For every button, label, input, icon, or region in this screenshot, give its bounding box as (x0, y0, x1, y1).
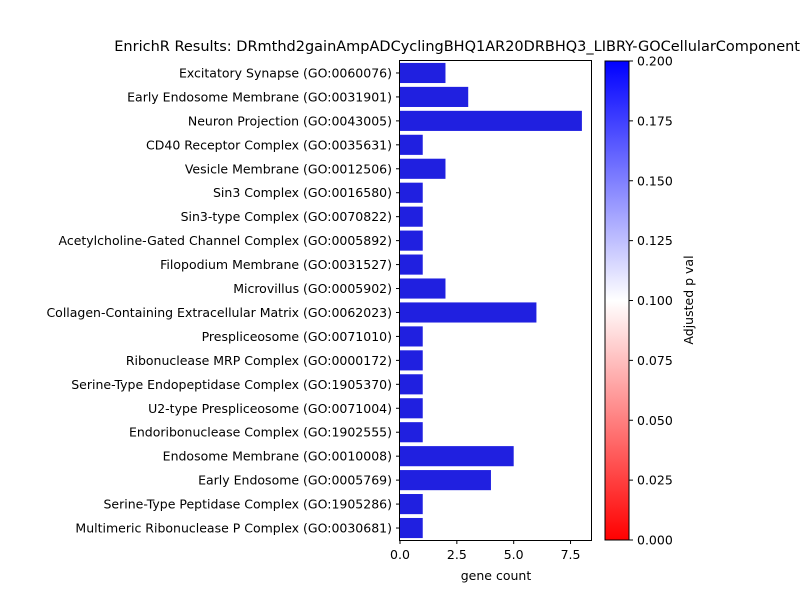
bar (400, 494, 423, 515)
colorbar-tick-label: 0.175 (637, 113, 673, 128)
bar (400, 134, 423, 155)
bar (400, 278, 446, 299)
x-axis-ticks: 0.0 2.5 5.0 7.5 (390, 540, 580, 562)
category-label: Multimeric Ribonuclease P Complex (GO:00… (75, 521, 392, 536)
colorbar-label: Adjusted p val (681, 255, 696, 344)
bar (400, 182, 423, 203)
category-label: Endosome Membrane (GO:0010008) (163, 449, 392, 464)
chart-title: EnrichR Results: DRmthd2gainAmpADCycling… (114, 39, 800, 55)
category-label: CD40 Receptor Complex (GO:0035631) (146, 137, 392, 152)
colorbar-tick-label: 0.025 (637, 473, 673, 488)
bar (400, 446, 514, 467)
bar (400, 517, 423, 539)
bar (400, 110, 582, 131)
category-label: Collagen-Containing Extracellular Matrix… (46, 305, 392, 320)
category-label: Ribonuclease MRP Complex (GO:0000172) (126, 353, 392, 368)
category-label: Excitatory Synapse (GO:0060076) (179, 65, 392, 80)
category-label: Microvillus (GO:0005902) (233, 281, 392, 296)
colorbar-tick-label: 0.000 (637, 533, 673, 548)
bar (400, 62, 446, 84)
x-tick-label: 5.0 (504, 547, 524, 562)
bar (400, 326, 423, 347)
colorbar (604, 60, 630, 541)
category-label: Acetylcholine-Gated Channel Complex (GO:… (58, 233, 392, 248)
bar (400, 254, 423, 275)
colorbar-tick-label: 0.125 (637, 233, 673, 248)
x-tick-label: 2.5 (447, 547, 467, 562)
colorbar-tick-label: 0.075 (637, 353, 673, 368)
bar (400, 422, 423, 443)
bar (400, 398, 423, 419)
category-label: Early Endosome Membrane (GO:0031901) (127, 89, 392, 104)
bar (400, 374, 423, 395)
category-label: Filopodium Membrane (GO:0031527) (160, 257, 392, 272)
bar (400, 350, 423, 371)
colorbar-tick-label: 0.100 (637, 293, 673, 308)
bar (400, 86, 469, 107)
category-label: Neuron Projection (GO:0043005) (188, 113, 392, 128)
category-label: Sin3-type Complex (GO:0070822) (181, 209, 392, 224)
x-tick-label: 7.5 (561, 547, 581, 562)
bar (400, 230, 423, 251)
bar (400, 158, 446, 179)
category-label: Endoribonuclease Complex (GO:1902555) (129, 425, 392, 440)
colorbar-ticks: 0.000 0.025 0.050 0.075 0.100 0.125 0.150 0.175… (629, 54, 673, 548)
colorbar-tick-label: 0.200 (637, 54, 673, 69)
bar (400, 470, 491, 491)
category-label: Sin3 Complex (GO:0016580) (213, 185, 392, 200)
colorbar-tick-label: 0.050 (637, 413, 673, 428)
bar (400, 206, 423, 227)
category-label: Early Endosome (GO:0005769) (198, 473, 392, 488)
category-labels: Excitatory Synapse (GO:0060076) Early End… (46, 65, 400, 536)
plot-frame (399, 60, 592, 541)
category-label: Serine-Type Peptidase Complex (GO:190528… (103, 497, 392, 512)
x-tick-label: 0.0 (390, 547, 410, 562)
category-label: Vesicle Membrane (GO:0012506) (185, 161, 392, 176)
category-label: Prespliceosome (GO:0071010) (202, 329, 392, 344)
category-label: Serine-Type Endopeptidase Complex (GO:19… (71, 377, 392, 392)
bars-layer (400, 62, 582, 539)
x-axis-label: gene count (461, 568, 532, 583)
colorbar-tick-label: 0.150 (637, 173, 673, 188)
category-label: U2-type Prespliceosome (GO:0071004) (148, 401, 392, 416)
bar (400, 302, 537, 323)
